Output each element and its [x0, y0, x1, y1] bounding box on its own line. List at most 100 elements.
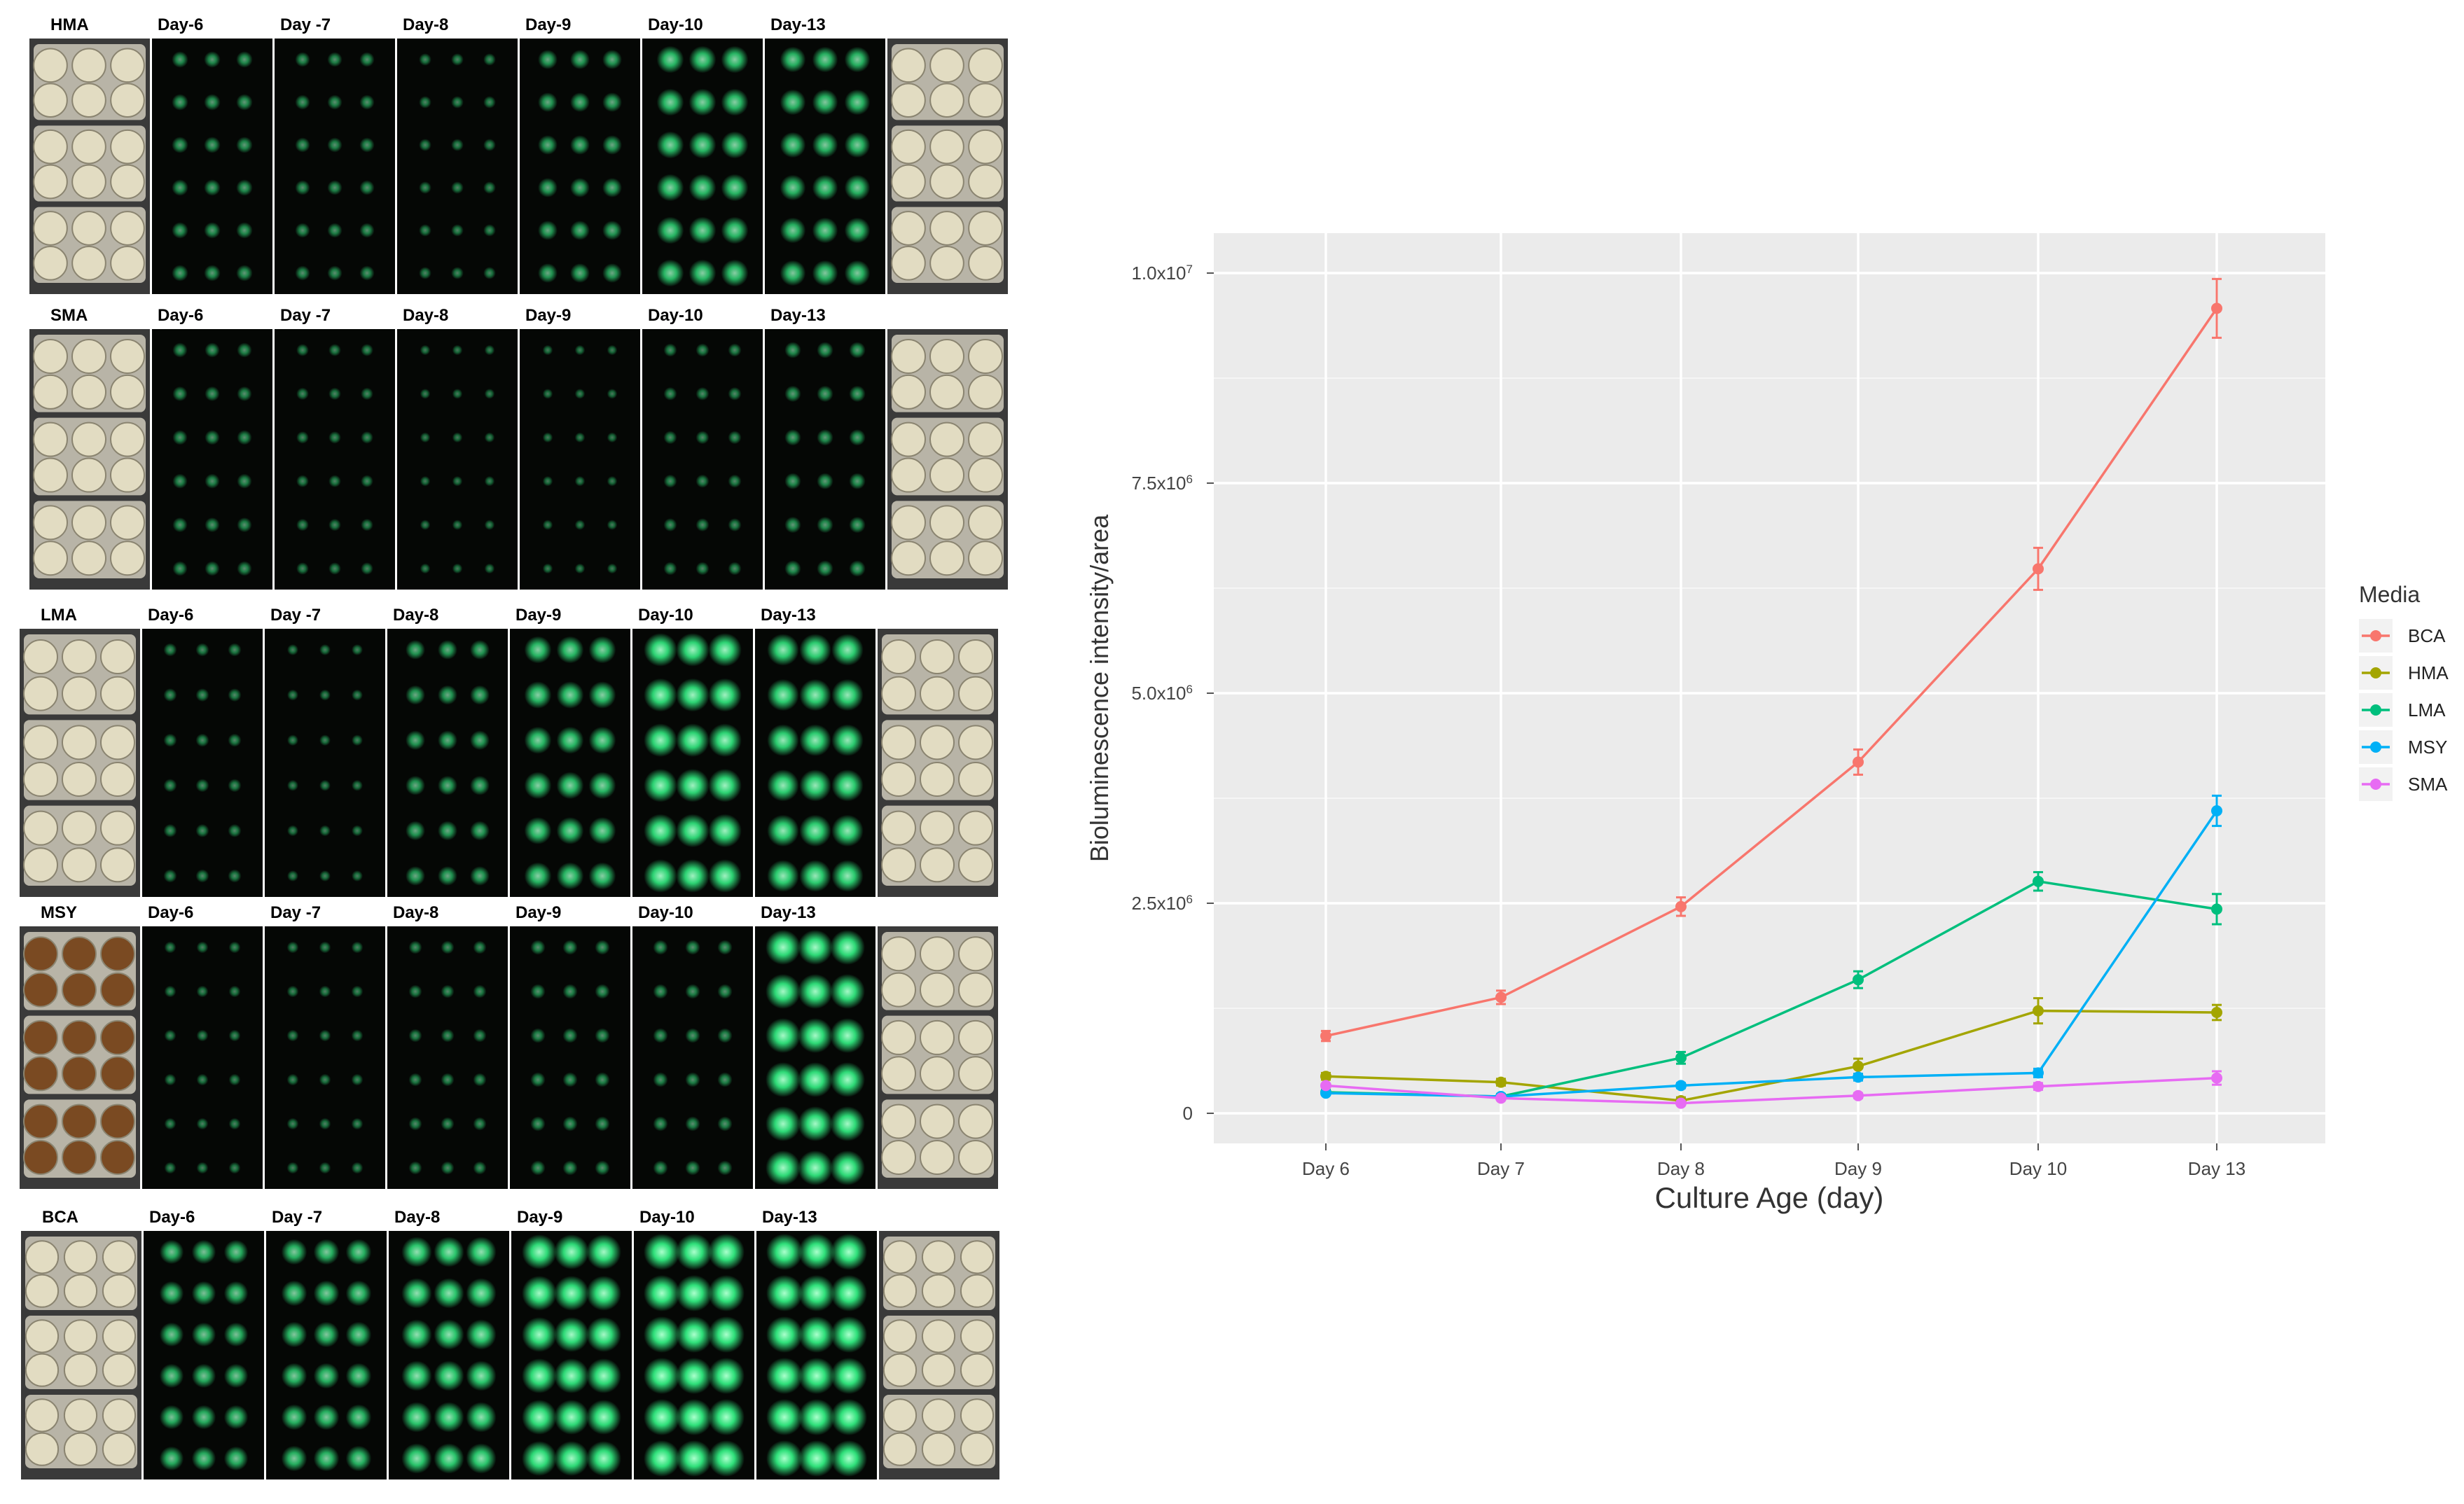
- day-label: Day-6: [148, 606, 193, 625]
- series-line: [1325, 1076, 2217, 1105]
- plate-photo: [887, 329, 1008, 590]
- glow-panel: [144, 1231, 264, 1479]
- glow-panel: [756, 1231, 877, 1479]
- data-point: [2211, 1072, 2222, 1084]
- glow-panel: [632, 926, 753, 1189]
- glow-panel: [397, 329, 518, 590]
- glow-panel: [387, 629, 508, 897]
- plate-photo: [29, 329, 150, 590]
- x-tick-label: Day 10: [2009, 1158, 2067, 1179]
- glow-panel: [642, 39, 763, 294]
- y-axis-title: Bioluminescence intensity/area: [1085, 514, 1114, 862]
- plate-photo: [21, 1231, 141, 1479]
- legend-label: SMA: [2408, 774, 2448, 795]
- legend-item-hma: HMA: [2359, 656, 2449, 690]
- day-label: Day-9: [525, 306, 571, 325]
- x-tick-label: Day 9: [1834, 1158, 1882, 1179]
- data-point: [2033, 563, 2044, 575]
- glow-panel: [765, 39, 885, 294]
- panel-row-msy: MSY Day-6 Day -7 Day-8 Day-9 Day-10 Day-13: [20, 903, 998, 1189]
- glow-panel: [389, 1231, 509, 1479]
- day-label: Day-10: [639, 1208, 695, 1227]
- glow-panel: [265, 629, 385, 897]
- glow-panel: [765, 329, 885, 590]
- day-label: Day -7: [272, 1208, 322, 1227]
- plot-panel: [1214, 233, 2325, 1143]
- x-tick-label: Day 7: [1477, 1158, 1525, 1179]
- y-tick-label: 7.5x106: [1131, 473, 1193, 494]
- series-bca: [1320, 277, 2222, 1043]
- glow-panel: [755, 926, 875, 1189]
- x-tick-labels: Day 6 Day 7 Day 8 Day 9 Day 10 Day 13: [1302, 1143, 2245, 1179]
- data-point: [1853, 974, 1864, 986]
- y-tick-label: 0: [1183, 1103, 1193, 1124]
- y-tick-label: 5.0x106: [1131, 683, 1193, 704]
- day-label: Day-13: [761, 903, 816, 922]
- panel-row-bca: BCA Day-6 Day -7 Day-8 Day-9 Day-10 Day-13: [21, 1208, 999, 1479]
- data-point: [2033, 1080, 2044, 1092]
- data-point: [2211, 1007, 2222, 1018]
- data-point: [1853, 1060, 1864, 1072]
- photo-panels: HMA Day-6 Day -7 Day-8 Day-9 Day-10 Day-13 SMA D…: [20, 15, 1008, 1479]
- day-label: Day-8: [403, 15, 448, 34]
- plate-photo: [878, 629, 998, 897]
- day-label: Day -7: [280, 306, 331, 325]
- glow-panel: [152, 329, 272, 590]
- day-label: Day-6: [149, 1208, 195, 1227]
- data-point: [2033, 1005, 2044, 1017]
- legend-label: BCA: [2408, 625, 2446, 646]
- data-point: [1675, 1052, 1687, 1064]
- glow-panel: [520, 39, 640, 294]
- series-line: [1325, 1009, 2217, 1102]
- day-label: Day-8: [393, 903, 438, 922]
- legend-item-msy: MSY: [2359, 730, 2447, 764]
- y-tick-label: 1.0x107: [1131, 263, 1193, 284]
- glow-panel: [142, 629, 263, 897]
- glow-panel: [265, 926, 385, 1189]
- data-point: [1320, 1030, 1331, 1042]
- day-label: Day-13: [762, 1208, 817, 1227]
- data-point: [2211, 805, 2222, 816]
- plate-photo: [878, 926, 998, 1189]
- glow-panel: [642, 329, 763, 590]
- row-label: MSY: [41, 903, 77, 922]
- day-label: Day-10: [638, 903, 693, 922]
- plate-photo: [20, 926, 140, 1189]
- data-point: [1320, 1071, 1331, 1082]
- x-axis-title: Culture Age (day): [1655, 1181, 1884, 1214]
- day-label: Day-13: [761, 606, 816, 625]
- data-point: [2033, 875, 2044, 887]
- plate-photo: [20, 629, 140, 897]
- day-label: Day-8: [394, 1208, 440, 1227]
- data-point: [1853, 1089, 1864, 1101]
- panel-row-lma: LMA Day-6 Day -7 Day-8 Day-9 Day-10 Day-13: [20, 606, 998, 897]
- data-point: [1495, 1092, 1507, 1104]
- glow-panel: [634, 1231, 754, 1479]
- day-label: Day-6: [158, 306, 203, 325]
- data-point: [1853, 1071, 1864, 1083]
- row-label: LMA: [41, 606, 77, 625]
- glow-panel: [510, 926, 630, 1189]
- legend-label: LMA: [2408, 699, 2446, 720]
- legend-label: MSY: [2408, 737, 2447, 758]
- data-point: [2211, 903, 2222, 915]
- glow-panel: [275, 329, 395, 590]
- data-point: [1675, 1097, 1687, 1109]
- day-label: Day-9: [517, 1208, 562, 1227]
- data-point: [1675, 1080, 1687, 1092]
- day-label: Day-13: [770, 306, 826, 325]
- plate-photo: [887, 39, 1008, 294]
- x-tick-label: Day 13: [2188, 1158, 2245, 1179]
- x-tick-label: Day 6: [1302, 1158, 1350, 1179]
- series-lines: [1320, 277, 2222, 1109]
- legend-item-bca: BCA: [2359, 619, 2446, 653]
- y-tick-labels: 0 2.5x106 5.0x106 7.5x106 1.0x107: [1131, 263, 1214, 1124]
- glow-panel: [266, 1231, 387, 1479]
- glow-panel: [152, 39, 272, 294]
- data-point: [1320, 1080, 1331, 1092]
- day-label: Day -7: [270, 903, 321, 922]
- day-label: Day-10: [638, 606, 693, 625]
- legend-item-lma: LMA: [2359, 693, 2446, 727]
- day-label: Day-10: [648, 306, 703, 325]
